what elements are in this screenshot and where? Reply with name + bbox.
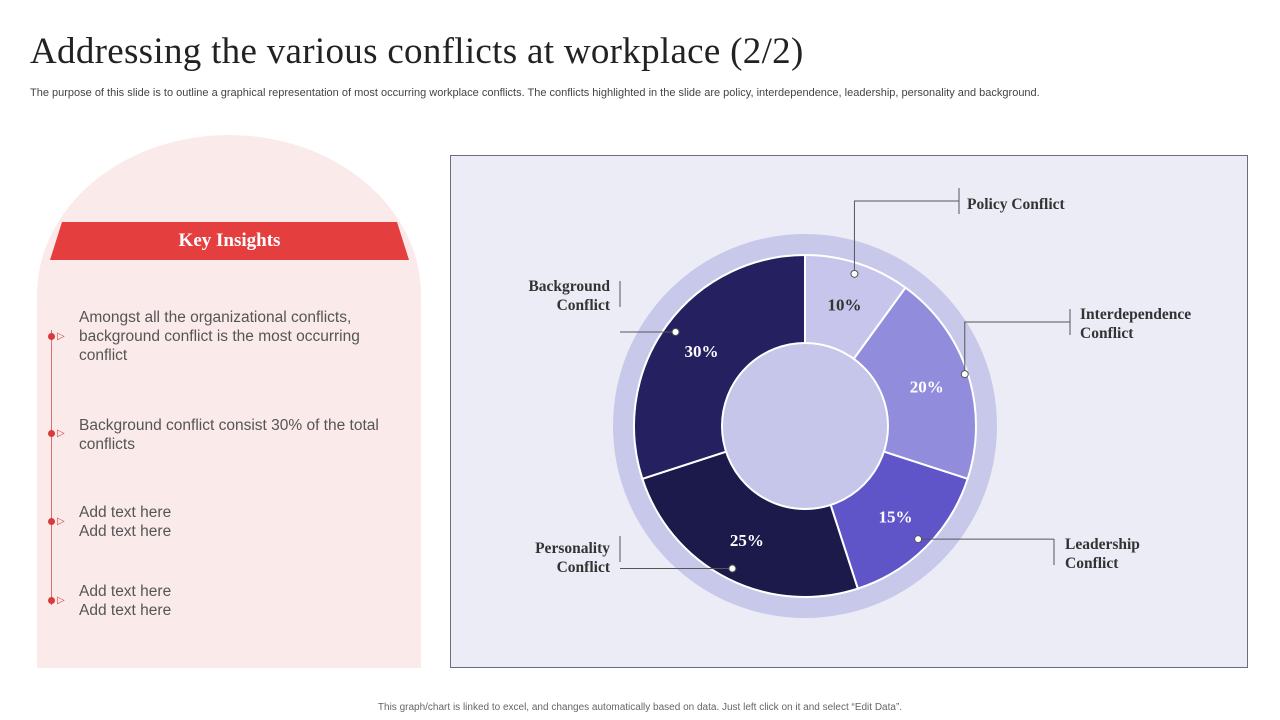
chart-panel: 10% 20% 15% 25% 30% Policy Conflict Interdepen… bbox=[450, 155, 1248, 668]
bullet-dot-icon bbox=[48, 518, 55, 525]
category-label: Background Conflict bbox=[528, 278, 610, 314]
insight-item-4: Add text here Add text here bbox=[79, 583, 172, 619]
data-label: 20% bbox=[910, 377, 944, 396]
bullet-icon: ▷ bbox=[48, 330, 70, 344]
category-label: Policy Conflict bbox=[967, 196, 1066, 213]
page-title: Addressing the various conflicts at work… bbox=[30, 31, 804, 72]
insight-item-2: Background conflict consist 30% of the t… bbox=[79, 417, 379, 453]
timeline-line bbox=[51, 330, 52, 605]
triangle-icon: ▷ bbox=[57, 331, 65, 342]
bullet-dot-icon bbox=[48, 430, 55, 437]
footer-note: This graph/chart is linked to excel, and… bbox=[377, 702, 903, 713]
category-label: Leadership Conflict bbox=[1065, 536, 1140, 572]
bullet-dot-icon bbox=[48, 333, 55, 340]
callout-dot bbox=[960, 370, 969, 379]
data-label: 10% bbox=[828, 295, 862, 314]
data-label: 15% bbox=[879, 508, 913, 527]
page-subtitle: The purpose of this slide is to outline … bbox=[30, 87, 1040, 99]
insight-item-1: Amongst all the organizational conflicts… bbox=[79, 309, 360, 364]
callout-dot bbox=[728, 564, 737, 573]
bullet-dot-icon bbox=[48, 597, 55, 604]
category-label: Interdependence Conflict bbox=[1080, 306, 1191, 342]
bullet-icon: ▷ bbox=[48, 427, 70, 441]
data-label: 25% bbox=[730, 531, 764, 550]
donut-center bbox=[721, 342, 889, 510]
callout-dot bbox=[850, 269, 859, 278]
bullet-icon: ▷ bbox=[48, 515, 70, 529]
bullet-icon: ▷ bbox=[48, 594, 70, 608]
callout-line bbox=[853, 200, 959, 274]
key-insights-banner: Key Insights bbox=[50, 222, 409, 260]
key-insights-title: Key Insights bbox=[178, 230, 281, 251]
callout-dot bbox=[914, 535, 923, 544]
donut-chart[interactable]: 10% 20% 15% 25% 30% Policy Conflict Interdepen… bbox=[451, 156, 1249, 669]
callout-dot bbox=[671, 327, 680, 336]
insight-item-3: Add text here Add text here bbox=[79, 504, 172, 540]
triangle-icon: ▷ bbox=[57, 428, 65, 439]
triangle-icon: ▷ bbox=[57, 595, 65, 606]
triangle-icon: ▷ bbox=[57, 516, 65, 527]
data-label: 30% bbox=[684, 342, 718, 361]
callout-line bbox=[964, 321, 1070, 375]
category-label: Personality Conflict bbox=[535, 540, 611, 576]
